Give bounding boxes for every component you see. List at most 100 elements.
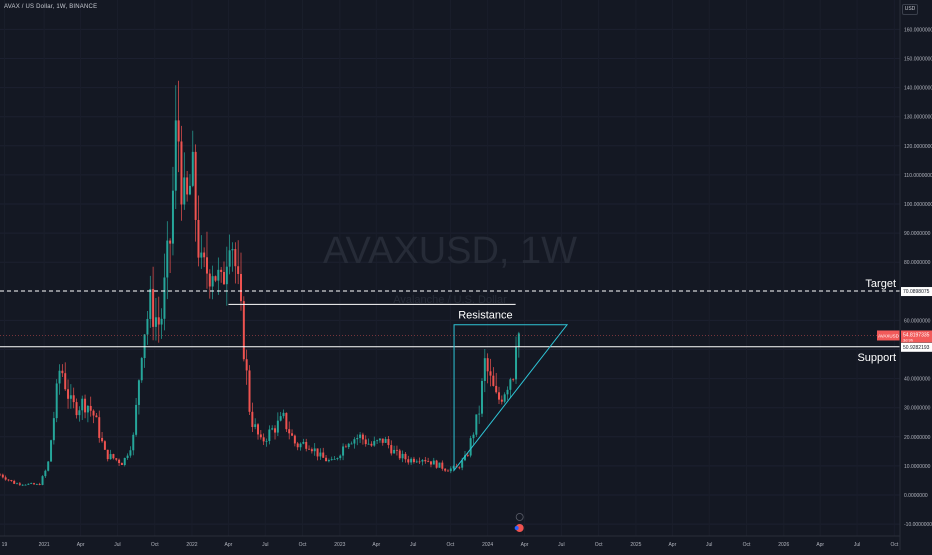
candle-body [197,219,200,258]
candle-body [208,273,211,287]
candle-body [461,460,464,468]
candle-body [356,437,359,440]
candle-body [4,477,7,480]
candle-body [435,460,438,468]
time-axis[interactable]: 19 2021 Apr Jul Oct 2022 Apr Jul Oct 2023 Apr Jul Oc… [2,542,899,548]
price-axis[interactable]: -10.0000000 0.0000000 10.0000000 20.0000000… [877,27,932,528]
candle-body [364,439,367,445]
time-tick-label: Oct [890,542,898,548]
candle-body [353,439,356,444]
candle-body [52,418,55,441]
candle-body [240,273,242,302]
candle-body [350,443,353,445]
candle-body [472,434,475,439]
resistance-label: Resistance [458,309,512,321]
candle-body [143,334,146,359]
candle-body [500,399,503,402]
candle-body [387,439,390,446]
support-price-tag [901,342,932,352]
drawings-layer: Target Support Resistance [0,278,900,472]
time-tick-label: Oct [595,542,603,548]
candle-body [191,151,194,186]
candle-body [333,459,336,460]
time-tick-label: Apr [816,542,824,548]
candle-body [177,120,180,142]
candle-body [381,438,384,443]
price-tick-label: 110.0000000 [904,173,932,179]
time-tick-label: Jul [706,542,712,548]
target-label: Target [865,278,896,290]
candle-body [254,424,257,427]
candle-body [237,266,240,274]
candle-body [166,240,169,278]
time-tick-label: Jul [410,542,416,548]
candle-body [194,151,197,220]
candle-body [98,417,101,438]
candle-body [13,480,16,484]
candle-body [67,389,70,399]
time-tick-label: Oct [299,542,307,548]
candle-body [135,404,138,435]
candle-body [498,392,501,400]
candle-body [361,434,364,440]
candle-body [186,177,189,195]
candle-body [92,410,95,416]
price-tick-label: 90.0000000 [904,231,931,237]
candle-body [75,402,78,416]
time-tick-label: Jul [114,542,120,548]
currency-button[interactable]: USD [902,4,918,15]
price-tick-label: -10.0000000 [904,522,932,528]
candle-body [282,412,285,417]
candle-body [268,429,271,441]
candle-body [154,317,157,327]
candle-body [35,484,38,485]
candle-body [38,484,41,485]
time-tick-label: 2021 [39,542,50,548]
candle-body [72,395,75,403]
time-tick-label: Jul [558,542,564,548]
candle-body [276,420,279,433]
candle-body [342,446,345,456]
candle-body [305,441,308,449]
candle-body [262,437,265,442]
candle-body [129,450,132,456]
candle-body [242,301,245,360]
candle-body [418,461,421,463]
target-price-value: 70.0898075 [903,289,930,295]
candle-body [171,190,174,244]
candle-body [55,383,58,419]
candle-body [274,428,277,433]
price-tick-label: 120.0000000 [904,144,932,150]
candle-body [86,405,89,413]
candle-body [10,480,13,481]
candlestick-series [0,80,520,486]
candle-body [109,454,112,460]
candle-body [322,452,325,458]
candle-body [234,249,237,267]
price-axis-background [900,0,932,550]
candle-body [503,394,506,402]
candle-body [0,474,1,476]
candle-body [106,449,109,460]
price-tick-label: 150.0000000 [904,57,932,63]
triangle-pattern [453,324,569,472]
price-tick-label: 40.0000000 [904,377,931,383]
candle-body [458,467,461,469]
bar-countdown: 3d 9h [903,337,913,342]
candle-body [376,440,379,442]
candle-body [78,410,81,416]
support-price-value: 50.9282193 [903,345,930,351]
candle-body [64,373,67,390]
time-tick-label: Apr [372,542,380,548]
time-tick-label: 2025 [630,542,641,548]
candle-body [265,440,268,442]
time-tick-label: Apr [521,542,529,548]
time-tick-label: Apr [668,542,676,548]
candle-body [112,454,115,459]
candle-body [140,358,143,381]
candle-body [126,455,129,458]
target-price-tag [901,287,932,297]
candle-body [285,412,288,430]
